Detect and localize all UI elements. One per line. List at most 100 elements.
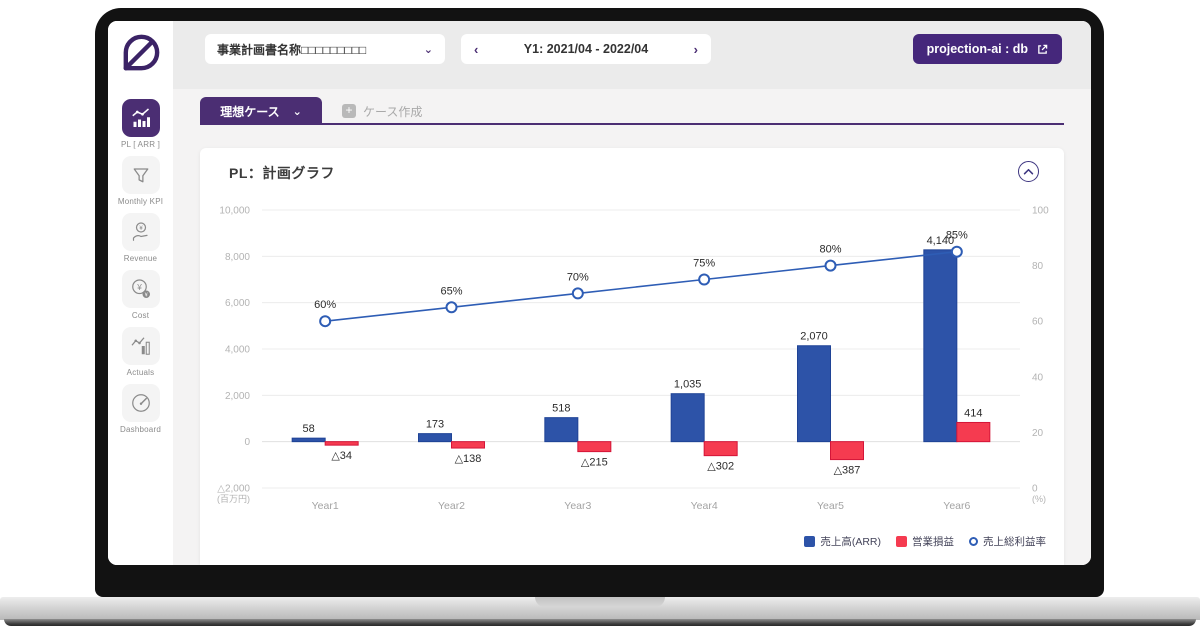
line-value-label: 60%	[314, 299, 336, 311]
sidebar-item-dashboard[interactable]: Dashboard	[120, 384, 161, 434]
x-axis-label: Year6	[943, 500, 970, 512]
create-case-button[interactable]: + ケース作成	[342, 97, 422, 125]
period-label: Y1: 2021/04 - 2022/04	[523, 42, 649, 56]
legend-item[interactable]: 営業損益	[896, 534, 954, 549]
bar-value-label: 173	[426, 419, 444, 431]
gross-margin-line	[325, 250, 957, 322]
period-navigator: ‹ Y1: 2021/04 - 2022/04 ›	[461, 34, 711, 64]
right-axis-tick: 60	[1032, 317, 1044, 328]
line-value-label: 75%	[693, 257, 715, 269]
line-marker[interactable]	[950, 245, 963, 258]
chart-legend: 売上高(ARR) 営業損益 売上総利益率	[804, 534, 1046, 549]
left-axis-tick: △2,000	[217, 483, 250, 494]
bar-value-label: 518	[552, 403, 570, 415]
right-axis-tick: 100	[1032, 206, 1049, 217]
laptop-base-shadow	[4, 619, 1196, 626]
pl-chart-icon	[121, 99, 160, 137]
profit-bar[interactable]	[703, 441, 738, 457]
profit-bar[interactable]	[324, 441, 359, 446]
line-marker[interactable]	[319, 315, 332, 328]
line-marker[interactable]	[571, 287, 584, 300]
collapse-chevron-up-icon[interactable]	[1018, 161, 1039, 182]
sidebar-item-label: Cost	[131, 311, 150, 320]
revenue-bar[interactable]	[544, 417, 579, 443]
laptop-base-notch	[535, 597, 665, 607]
yen-cost-icon: ¥ ¥	[121, 270, 160, 308]
legend-swatch	[804, 536, 816, 547]
projection-ai-logo	[117, 30, 164, 77]
right-axis-tick: 40	[1032, 372, 1044, 383]
revenue-bar[interactable]	[670, 393, 705, 443]
legend-item[interactable]: 売上高(ARR)	[804, 534, 881, 549]
bar-value-label: △302	[707, 461, 734, 473]
line-marker[interactable]	[698, 273, 711, 286]
card-title: PL：計画グラフ	[229, 165, 335, 181]
line-marker[interactable]	[824, 259, 837, 272]
revenue-bar[interactable]	[418, 433, 452, 443]
left-axis-unit: (百万円)	[217, 494, 250, 504]
left-axis-tick: 10,000	[219, 206, 250, 217]
sidebar-item-label: Actuals	[126, 368, 155, 377]
revenue-bar[interactable]	[797, 345, 831, 443]
pl-chart-card: PL：計画グラフ 10,000 8,000 6,000 4,000 2,000 0 △2,0…	[200, 148, 1064, 565]
period-next-button[interactable]: ›	[693, 41, 698, 57]
gauge-icon	[121, 384, 160, 422]
tab-ideal-case[interactable]: 理想ケース ⌄	[200, 97, 322, 125]
plus-icon: +	[342, 104, 356, 118]
bar-value-label: △387	[834, 465, 861, 477]
bar-value-label: 58	[303, 423, 315, 435]
sidebar-item-revenue[interactable]: ¥ Revenue	[121, 213, 160, 263]
profit-bar[interactable]	[451, 441, 485, 449]
chevron-down-icon: ⌄	[292, 105, 302, 118]
plan-selector-dropdown[interactable]: 事業計画書名称□□□□□□□□□ ⌄	[205, 34, 445, 64]
line-value-label: 85%	[946, 230, 968, 242]
sidebar-item-cost[interactable]: ¥ ¥ Cost	[121, 270, 160, 320]
sidebar-nav: PL [ ARR ] Monthly KPI ¥ Revenue ¥ ¥ Cos…	[108, 99, 173, 441]
left-axis-tick: 8,000	[225, 252, 250, 263]
sidebar-item-label: PL [ ARR ]	[120, 140, 161, 149]
sidebar-item-monthly-kpi[interactable]: Monthly KPI	[118, 156, 163, 206]
chevron-down-icon: ⌄	[423, 43, 433, 56]
sidebar-item-pl-arr[interactable]: PL [ ARR ]	[121, 99, 160, 149]
external-link-icon	[1038, 44, 1048, 54]
header: 事業計画書名称□□□□□□□□□ ⌄ ‹ Y1: 2021/04 - 2022/…	[173, 21, 1091, 89]
profit-bar[interactable]	[956, 421, 991, 443]
legend-label: 営業損益	[912, 536, 954, 548]
sidebar-item-actuals[interactable]: Actuals	[121, 327, 160, 377]
left-axis-tick: 2,000	[225, 391, 250, 402]
projection-db-button[interactable]: projection-ai : db	[912, 34, 1062, 64]
laptop-base-body	[0, 597, 1200, 620]
right-axis-tick: 80	[1032, 261, 1044, 272]
create-case-label: ケース作成	[363, 104, 423, 119]
left-axis-tick: 4,000	[225, 344, 250, 355]
profit-bar[interactable]	[577, 441, 612, 453]
pl-plan-chart: 10,000 8,000 6,000 4,000 2,000 0 △2,000(百万円) 10…	[217, 206, 1049, 512]
right-axis-unit: (%)	[1032, 494, 1046, 504]
x-axis-label: Year1	[312, 500, 339, 512]
svg-text:¥: ¥	[139, 226, 143, 232]
line-value-label: 70%	[567, 271, 589, 283]
profit-bar[interactable]	[830, 441, 864, 461]
case-tabs: 理想ケース ⌄ + ケース作成	[200, 97, 1064, 125]
left-axis-tick: 6,000	[225, 298, 250, 309]
x-axis-label: Year5	[817, 500, 844, 512]
tab-ideal-case-label: 理想ケース	[220, 104, 280, 119]
bar-value-label: △34	[331, 450, 352, 462]
x-axis-label: Year3	[564, 500, 591, 512]
revenue-bar[interactable]	[923, 249, 958, 443]
revenue-bar[interactable]	[291, 437, 326, 443]
main-content: 理想ケース ⌄ + ケース作成 PL：計画グラフ	[173, 89, 1091, 565]
bar-value-label: 2,070	[800, 331, 828, 343]
legend-swatch	[896, 536, 907, 547]
line-value-label: 65%	[440, 285, 462, 297]
sidebar-item-label: Revenue	[123, 254, 158, 263]
sidebar-item-label: Monthly KPI	[117, 197, 164, 206]
line-marker[interactable]	[445, 301, 458, 314]
period-prev-button[interactable]: ‹	[474, 41, 479, 57]
projection-db-label: projection-ai : db	[926, 42, 1028, 56]
sidebar: PL [ ARR ] Monthly KPI ¥ Revenue ¥ ¥ Cos…	[108, 21, 173, 565]
bar-value-label: 1,035	[674, 379, 702, 391]
legend-item[interactable]: 売上総利益率	[969, 534, 1046, 549]
legend-line-marker	[969, 537, 978, 546]
